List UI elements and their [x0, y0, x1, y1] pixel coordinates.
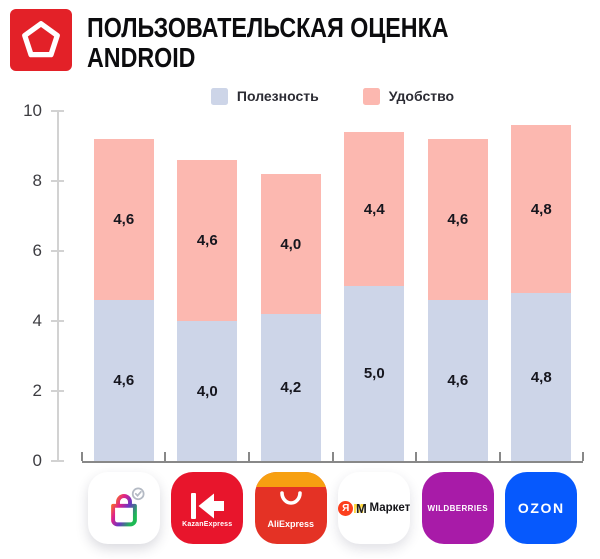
bar-column-4: 4,4 5,0 [333, 111, 417, 462]
y-tick-label: 8 [32, 171, 42, 191]
app-cell-shopping-bag [82, 472, 166, 545]
bag-handle-smile-icon [279, 491, 302, 505]
app-cell-ozon: OZON [500, 472, 584, 545]
shopping-bag-glyph-icon [110, 487, 145, 527]
bar-column-2: 4,6 4,0 [166, 111, 250, 462]
y-axis [57, 111, 59, 462]
aliexpress-bag-icon: AliExpress [254, 472, 327, 545]
page-title-line2: ANDROID [87, 41, 196, 73]
y-tick-label: 10 [23, 101, 42, 121]
y-tick-mark [51, 110, 64, 113]
bar-segment-convenience: 4,6 [427, 139, 488, 301]
bar-segment-usefulness: 5,0 [344, 286, 405, 462]
x-tick-mark [331, 452, 334, 462]
legend-item-usefulness: Полезность [210, 87, 319, 105]
legend-label: Удобство [388, 88, 455, 105]
page-title-line1: ПОЛЬЗОВАТЕЛЬСКАЯ ОЦЕНКА [87, 12, 449, 43]
legend-label: Полезность [236, 88, 319, 105]
usefulness-swatch-icon [210, 87, 228, 105]
app-cell-wildberries: WILDBERRIES [416, 472, 500, 545]
wildberries-label: WILDBERRIES [427, 503, 488, 513]
bar-column-3: 4,0 4,2 [249, 111, 333, 462]
header: ПОЛЬЗОВАТЕЛЬСКАЯ ОЦЕНКА ANDROID [0, 0, 600, 72]
stacked-bar: 4,8 4,8 [511, 125, 572, 462]
bar-segment-convenience: 4,0 [260, 174, 321, 315]
gradient-shopping-bag-icon [87, 472, 160, 545]
kazanexpress-arrow-icon: KazanExpress [171, 472, 244, 545]
pentagon-badge-icon [10, 9, 72, 71]
stacked-bar: 4,6 4,6 [93, 139, 154, 462]
y-tick-label: 6 [32, 241, 42, 261]
y-tick-mark [51, 320, 64, 323]
bar-segment-convenience: 4,8 [511, 125, 572, 294]
bar-segment-convenience: 4,6 [93, 139, 154, 301]
bar-segment-usefulness: 4,6 [427, 300, 488, 462]
left-arrow-icon [191, 493, 225, 520]
legend: Полезность Удобство [82, 86, 583, 106]
y-tick-mark [51, 390, 64, 393]
app-cell-kazanexpress: KazanExpress [166, 472, 250, 545]
stacked-bar: 4,4 5,0 [344, 132, 405, 462]
stacked-bar: 4,6 4,6 [427, 139, 488, 462]
bar-segment-usefulness: 4,6 [93, 300, 154, 462]
bar-segment-usefulness: 4,8 [511, 293, 572, 462]
convenience-swatch-icon [362, 87, 380, 105]
page-title: ПОЛЬЗОВАТЕЛЬСКАЯ ОЦЕНКА ANDROID [87, 13, 449, 72]
bar-segment-convenience: 4,6 [177, 160, 238, 322]
aliexpress-strip [254, 472, 327, 488]
y-tick-mark [51, 460, 64, 463]
stacked-bar: 4,6 4,0 [177, 160, 238, 462]
y-tick-mark [51, 250, 64, 253]
x-tick-mark [414, 452, 417, 462]
bar-segment-convenience: 4,4 [344, 132, 405, 287]
y-tick-mark [51, 180, 64, 183]
x-tick-mark [81, 452, 83, 462]
bar-segment-usefulness: 4,0 [177, 321, 238, 462]
x-tick-mark [498, 452, 501, 462]
y-tick-label: 4 [32, 311, 42, 331]
bar-column-1: 4,6 4,6 [82, 111, 166, 462]
x-tick-mark [164, 452, 167, 462]
legend-item-convenience: Удобство [362, 87, 455, 105]
app-cell-aliexpress: AliExpress [249, 472, 333, 545]
yandex-market-label: Маркет [369, 502, 411, 515]
bar-segment-usefulness: 4,2 [260, 314, 321, 462]
yandex-ya-badge-icon: Я [338, 500, 354, 516]
kazanexpress-label: KazanExpress [182, 521, 233, 529]
y-tick-label: 0 [32, 451, 42, 471]
pentagon-outline-icon [22, 21, 60, 58]
bars: 4,6 4,6 4,6 4,0 4,0 4,2 4,4 5,0 4,6 4,6 4,8 4,8 [82, 111, 584, 462]
x-tick-mark [247, 452, 250, 462]
ozon-label: OZON [517, 500, 565, 517]
ozon-icon: OZON [505, 472, 578, 545]
bar-column-6: 4,8 4,8 [500, 111, 584, 462]
bar-column-5: 4,6 4,6 [416, 111, 500, 462]
x-tick-mark [582, 452, 584, 462]
aliexpress-label: AliExpress [267, 518, 315, 529]
wildberries-icon: WILDBERRIES [421, 472, 494, 545]
y-tick-label: 2 [32, 381, 42, 401]
stacked-bar: 4,0 4,2 [260, 174, 321, 462]
